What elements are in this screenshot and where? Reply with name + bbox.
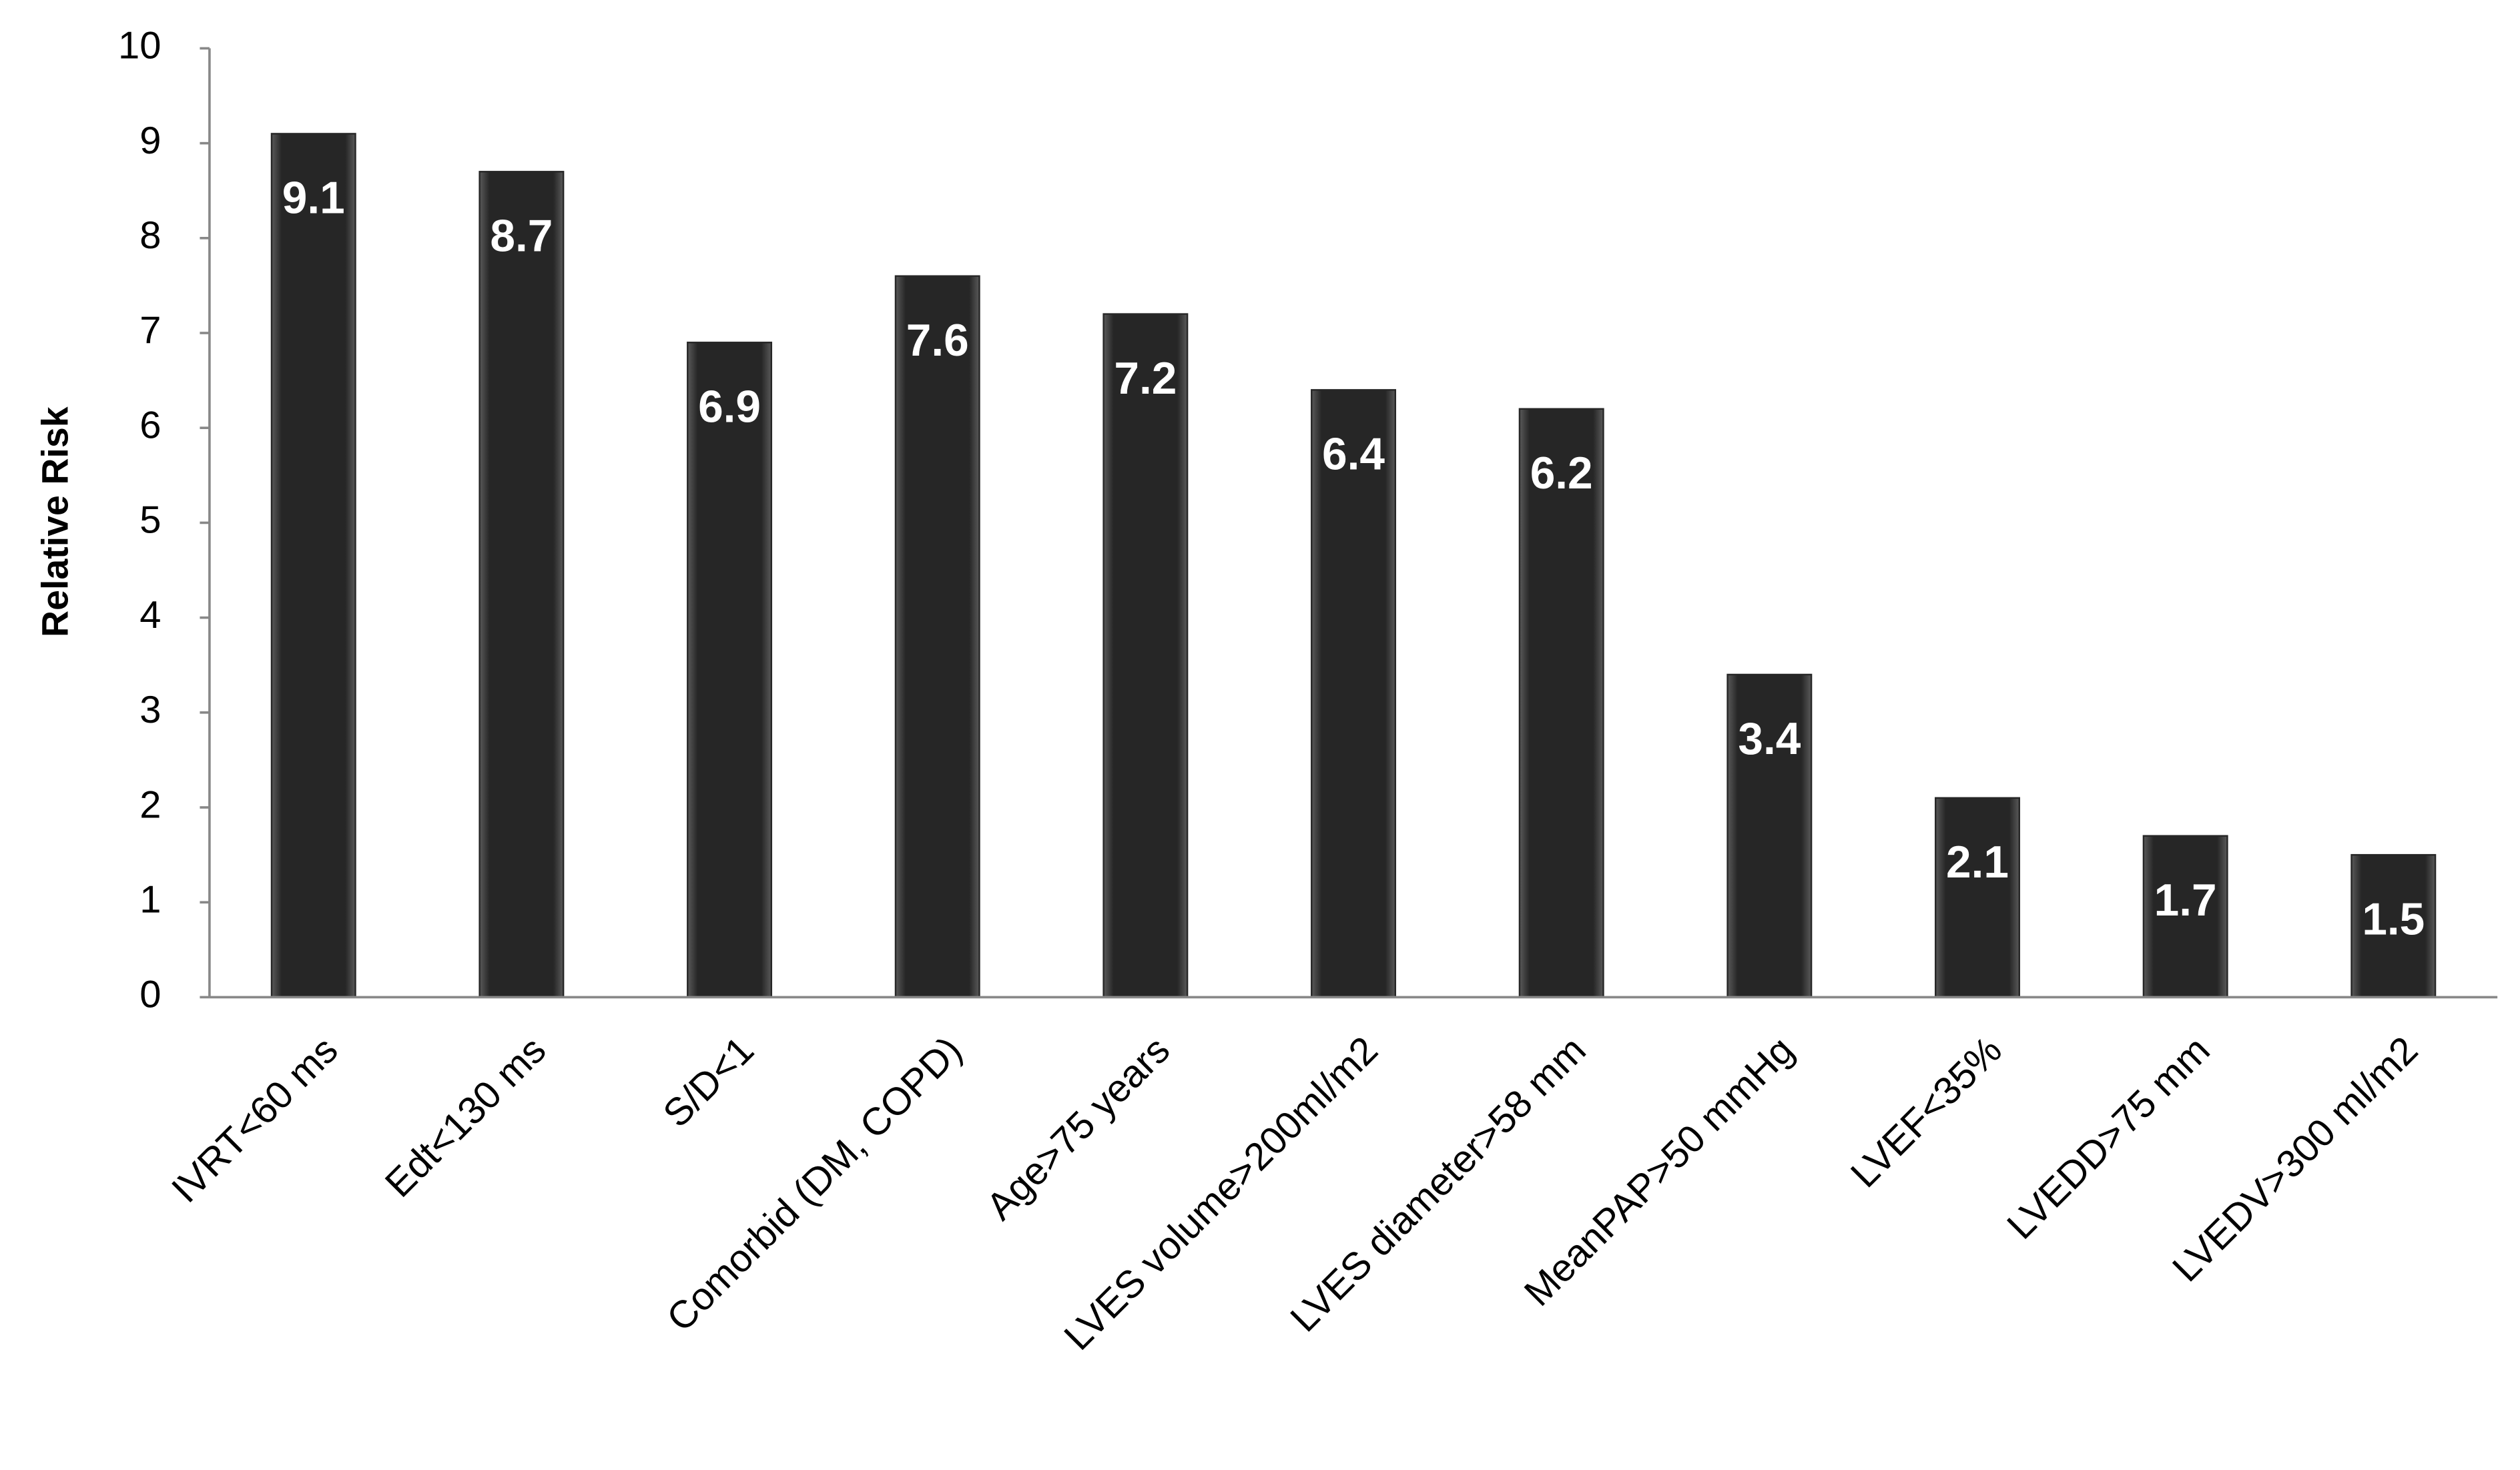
y-tick-label: 8 xyxy=(139,214,161,257)
x-tick-label: LVEDD>75 mm xyxy=(1999,1029,2218,1248)
x-tick-label: IVRT<60 ms xyxy=(164,1029,346,1211)
data-label: 9.1 xyxy=(282,173,345,224)
bar xyxy=(687,342,773,998)
y-tick-label: 10 xyxy=(118,25,161,67)
data-label: 1.7 xyxy=(2154,875,2217,926)
bar xyxy=(894,275,980,998)
bar xyxy=(1102,313,1189,998)
bar xyxy=(270,133,356,998)
y-tick-label: 6 xyxy=(139,404,161,447)
bar xyxy=(2142,835,2228,998)
data-label: 6.4 xyxy=(1322,430,1385,480)
y-tick-label: 9 xyxy=(139,119,161,162)
y-tick-label: 2 xyxy=(139,783,161,826)
data-label: 7.2 xyxy=(1114,354,1177,404)
bar xyxy=(1311,389,1397,998)
bar xyxy=(1935,797,2020,998)
x-tick-label: Age>75 years xyxy=(978,1029,1178,1228)
y-tick-label: 3 xyxy=(139,689,161,731)
data-label: 1.5 xyxy=(2362,894,2425,944)
bar xyxy=(1726,673,1813,998)
y-tick-label: 4 xyxy=(139,594,161,637)
y-tick-label: 1 xyxy=(139,879,161,922)
data-label: 7.6 xyxy=(906,316,969,366)
y-axis-title: Relative Risk xyxy=(35,406,76,637)
x-tick-label: S/D<1 xyxy=(655,1029,762,1136)
y-tick-label: 7 xyxy=(139,309,161,352)
y-tick-label: 0 xyxy=(139,974,161,1016)
data-label: 2.1 xyxy=(1946,837,2009,887)
x-tick-label: LVEF<35% xyxy=(1843,1029,2010,1196)
bar xyxy=(2350,853,2437,998)
y-tick-label: 5 xyxy=(139,499,161,542)
data-label: 8.7 xyxy=(490,212,553,262)
data-label: 6.2 xyxy=(1530,448,1593,498)
x-tick-label: Edt<130 ms xyxy=(377,1029,554,1206)
data-label: 6.9 xyxy=(698,382,761,432)
bar xyxy=(479,171,565,998)
data-label: 3.4 xyxy=(1738,714,1801,764)
bar xyxy=(1518,408,1604,998)
